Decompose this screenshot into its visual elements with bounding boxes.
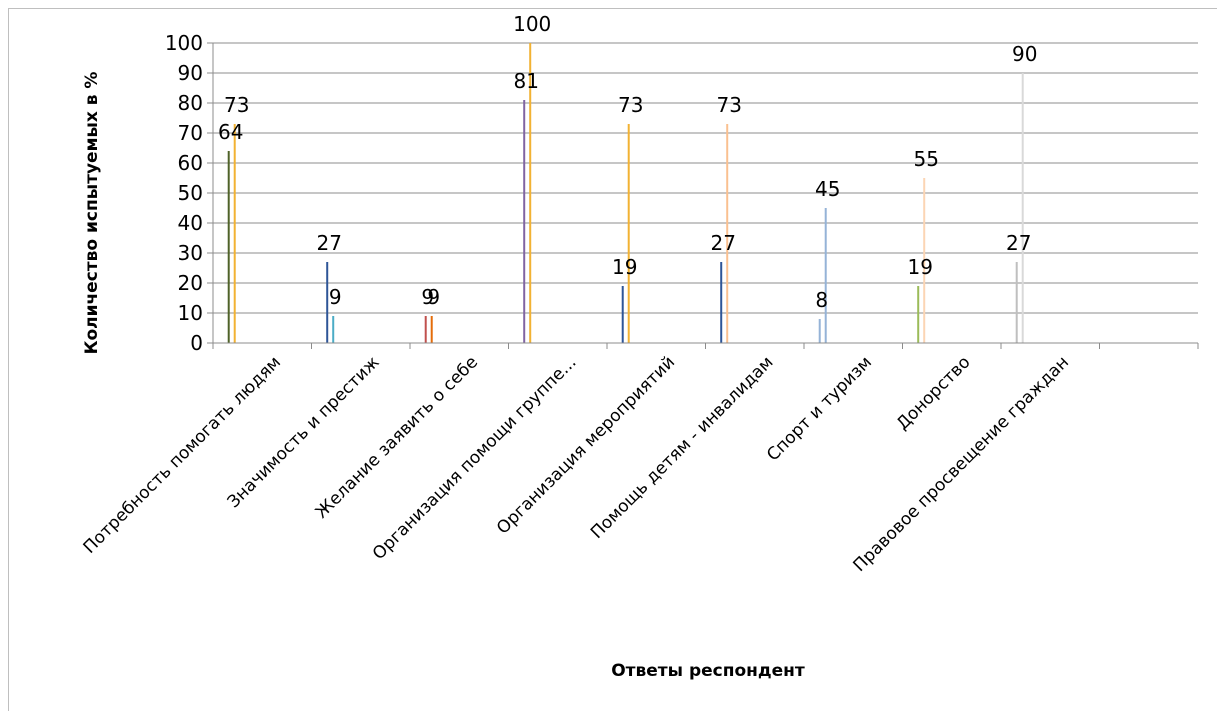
data-label: 9 [421,285,434,309]
y-tick-label: 50 [178,181,203,205]
bar [824,208,827,343]
data-label: 19 [907,255,932,279]
y-tick-label: 20 [178,271,203,295]
y-tick-label: 0 [190,331,203,355]
bar [627,124,630,343]
axes [212,43,1199,349]
bars [227,43,1024,343]
data-label: 81 [513,69,538,93]
y-tick-label: 100 [165,31,203,55]
category-label: Правовое просвещение граждан [850,352,1074,576]
data-label: 9 [329,285,342,309]
data-label: 90 [1012,42,1037,66]
bar [523,100,526,343]
y-tick-label: 10 [178,301,203,325]
bar [923,178,926,343]
y-tick-label: 80 [178,91,203,115]
data-label: 73 [618,93,643,117]
bar [621,286,624,343]
data-label: 64 [218,120,243,144]
gridlines [207,42,1198,344]
bar [917,286,920,343]
chart-frame [8,8,1217,711]
data-label: 100 [513,12,551,36]
y-tick-label: 70 [178,121,203,145]
data-label: 27 [710,231,735,255]
category-label: Спорт и туризм [763,352,876,465]
bar [326,262,329,343]
y-tick-label: 40 [178,211,203,235]
y-tick-label: 90 [178,61,203,85]
y-tick-labels: 0 10 20 30 40 50 60 70 80 90 100 [165,31,203,355]
data-label: 55 [913,147,938,171]
bar [529,43,532,343]
y-tick-label: 30 [178,241,203,265]
bar [818,319,821,343]
category-label: Помощь детям - инвалидам [587,352,778,543]
data-label: 27 [316,231,341,255]
data-label: 8 [815,288,828,312]
bar [233,124,236,343]
bar [424,316,427,343]
bar [720,262,723,343]
y-tick-label: 60 [178,151,203,175]
bar [1021,73,1024,343]
bar [227,151,230,343]
category-label: Организация мероприятий [493,352,679,538]
data-label: 73 [224,93,249,117]
data-label: 19 [612,255,637,279]
data-label: 9 [427,285,440,309]
data-label: 45 [815,177,840,201]
data-label: 27 [1006,231,1031,255]
category-label: Донорство [893,352,975,434]
category-label: Потребность помогать людям [80,352,285,557]
x-axis-title: Ответы респондент [611,661,805,681]
data-label: 73 [716,93,741,117]
category-label: Организация помощи группе... [369,352,581,564]
bar [332,316,335,343]
y-axis-title: Количество испытуемых в % [82,72,102,355]
bar [1015,262,1018,343]
bar [726,124,729,343]
category-label: Желание заявить о себе [312,352,482,522]
bar [430,316,433,343]
